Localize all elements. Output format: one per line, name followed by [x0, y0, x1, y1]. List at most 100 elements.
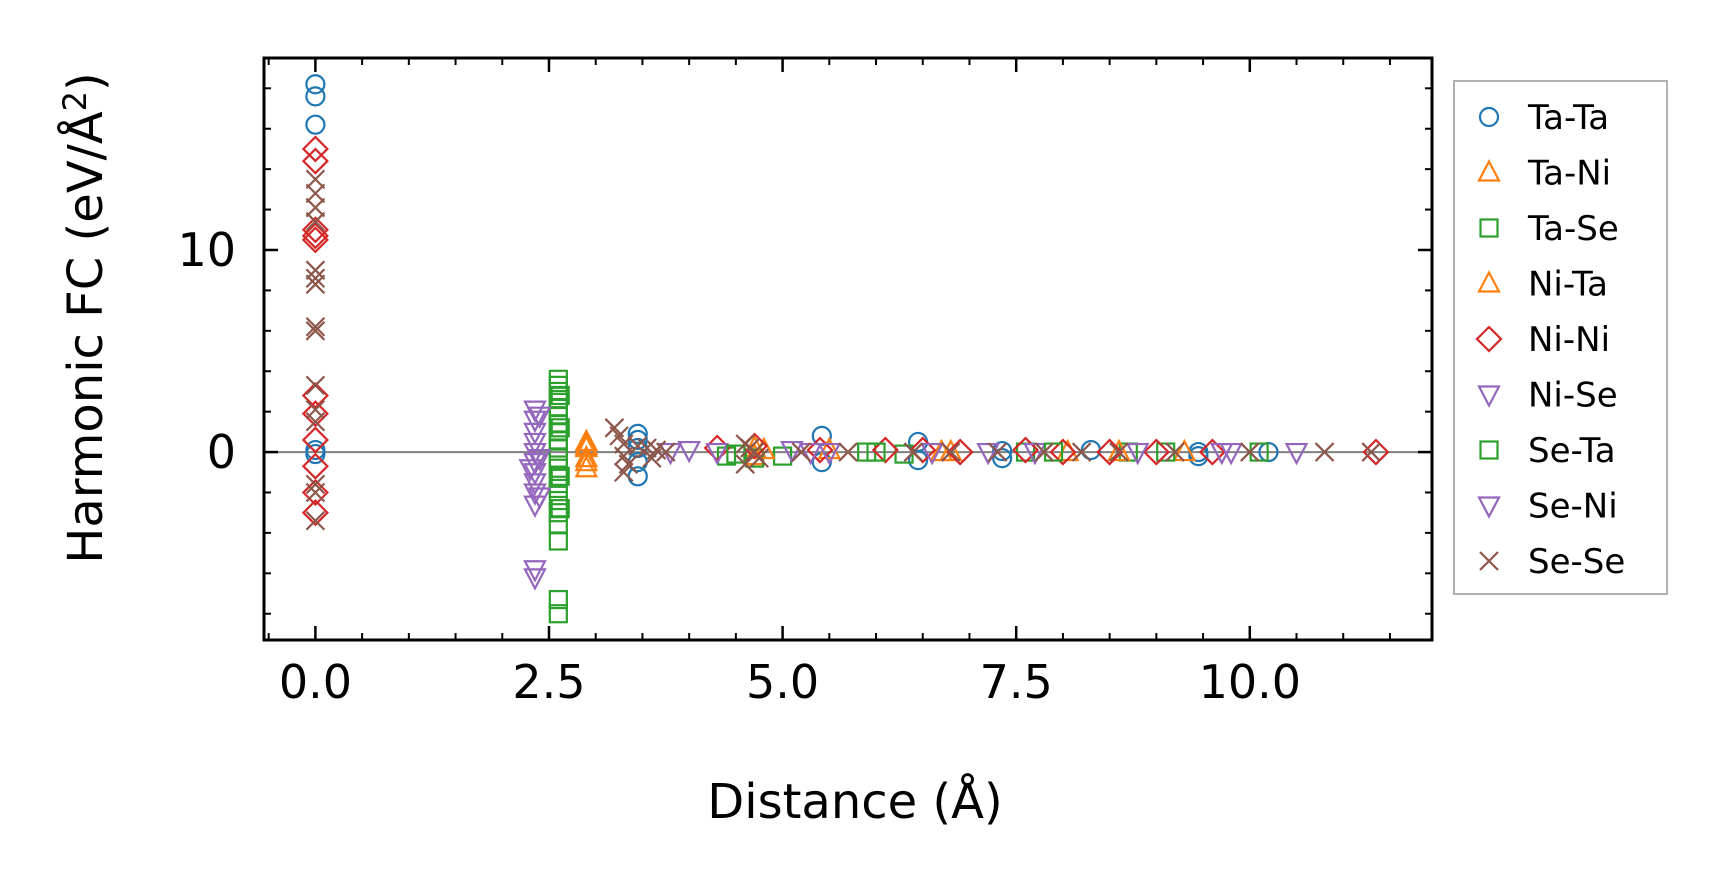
data-point	[305, 274, 326, 295]
x-tick-label: 7.5	[980, 655, 1053, 709]
data-point	[305, 411, 326, 432]
data-point	[1142, 438, 1170, 466]
data-point	[677, 440, 701, 464]
data-point	[656, 442, 676, 462]
legend-marker-ni-ta	[1477, 270, 1501, 293]
legend-marker-ni-se	[1477, 385, 1501, 408]
x-tick-label: 10.0	[1199, 655, 1301, 709]
y-tick-label: 0	[207, 425, 236, 479]
data-point	[527, 406, 552, 430]
data-point	[1034, 442, 1054, 462]
legend-label-se-se: Se-Se	[1528, 542, 1625, 582]
data-point	[523, 483, 547, 506]
data-point	[305, 474, 326, 495]
data-point	[920, 442, 944, 466]
data-point	[613, 462, 634, 483]
legend-label-ni-ta: Ni-Ta	[1528, 265, 1608, 305]
x-tick-label: 5.0	[746, 655, 819, 709]
series-ni-ni	[301, 135, 1390, 527]
legend-label-ta-ni: Ta-Ni	[1527, 154, 1611, 194]
data-point	[1071, 442, 1092, 462]
x-tick-label: 0.0	[279, 655, 352, 709]
data-point	[946, 438, 974, 466]
data-point	[992, 448, 1013, 469]
data-point	[548, 604, 568, 624]
legend-marker-ta-se	[1479, 218, 1499, 238]
data-point	[523, 560, 547, 583]
data-point	[780, 440, 804, 464]
data-marks	[301, 74, 1390, 624]
legend-label-ta-ta: Ta-Ta	[1527, 98, 1609, 138]
data-point	[806, 436, 834, 464]
legend-marker-se-ni	[1477, 496, 1501, 519]
legend-label-ta-se: Ta-Se	[1527, 209, 1619, 249]
legend-marker-se-se	[1479, 551, 1499, 571]
data-point	[527, 487, 552, 510]
data-point	[301, 222, 329, 250]
legend-label-se-ni: Se-Ni	[1528, 487, 1618, 527]
data-point	[305, 74, 326, 95]
data-point	[749, 448, 770, 468]
data-point	[866, 442, 886, 462]
data-point	[527, 449, 552, 472]
data-point	[907, 450, 929, 471]
data-point	[523, 568, 547, 591]
data-point	[305, 443, 326, 465]
data-point	[305, 211, 326, 232]
data-point	[523, 410, 547, 434]
data-point	[301, 381, 329, 410]
data-point	[817, 436, 842, 460]
legend-marker-ta-ni	[1477, 159, 1501, 182]
legend-marker-se-ta	[1479, 440, 1499, 460]
data-point	[305, 268, 326, 289]
data-point	[1284, 442, 1309, 466]
legend-marker-ta-ta	[1478, 106, 1500, 128]
data-point	[627, 423, 648, 444]
legend-frame	[1453, 80, 1668, 595]
data-point	[301, 226, 329, 254]
data-point	[548, 531, 568, 551]
y-tick-label: 10	[177, 223, 236, 277]
data-point	[1361, 442, 1382, 462]
data-point	[301, 216, 329, 244]
data-point	[735, 454, 755, 474]
data-point	[791, 442, 812, 462]
data-point	[305, 510, 326, 531]
data-point	[903, 442, 924, 462]
legend-label-ni-se: Ni-Se	[1528, 376, 1618, 416]
data-point	[909, 436, 937, 464]
legend: Ta-Ta Ta-Ni Ta-Se Ni-Ta Ni-Ni Ni-Se Se-Ta Se-Ni…	[1453, 80, 1668, 595]
legend-marker-ni-ni	[1475, 325, 1503, 353]
axis-ticks: 0.0 2.5 5.0 7.5 10.0 0 10	[177, 58, 1432, 709]
data-point	[301, 452, 329, 480]
y-axis-label-superscript: 2	[56, 91, 94, 111]
data-point	[550, 418, 570, 438]
data-point	[305, 197, 326, 218]
plot-frame	[262, 56, 1434, 642]
data-point	[518, 459, 543, 482]
data-point	[550, 385, 570, 406]
y-axis-label-close: )	[58, 72, 114, 91]
series-ni-se	[518, 400, 1309, 591]
data-point	[574, 454, 599, 478]
data-point	[1240, 442, 1260, 462]
data-point	[1314, 442, 1335, 462]
data-point	[1165, 442, 1185, 462]
data-point	[305, 183, 326, 204]
data-point	[305, 169, 326, 190]
data-point	[992, 440, 1013, 462]
data-point	[301, 426, 329, 454]
data-point	[305, 321, 326, 341]
data-point	[1188, 446, 1209, 467]
legend-label-ni-ni: Ni-Ni	[1528, 320, 1610, 360]
data-point	[305, 86, 326, 107]
x-axis-label: Distance (Å)	[707, 773, 1002, 830]
data-point	[548, 468, 568, 488]
data-point	[550, 466, 570, 486]
data-point	[817, 442, 842, 466]
data-point	[548, 503, 568, 523]
data-point	[305, 375, 326, 396]
data-point	[1109, 442, 1129, 462]
data-point	[548, 589, 568, 610]
